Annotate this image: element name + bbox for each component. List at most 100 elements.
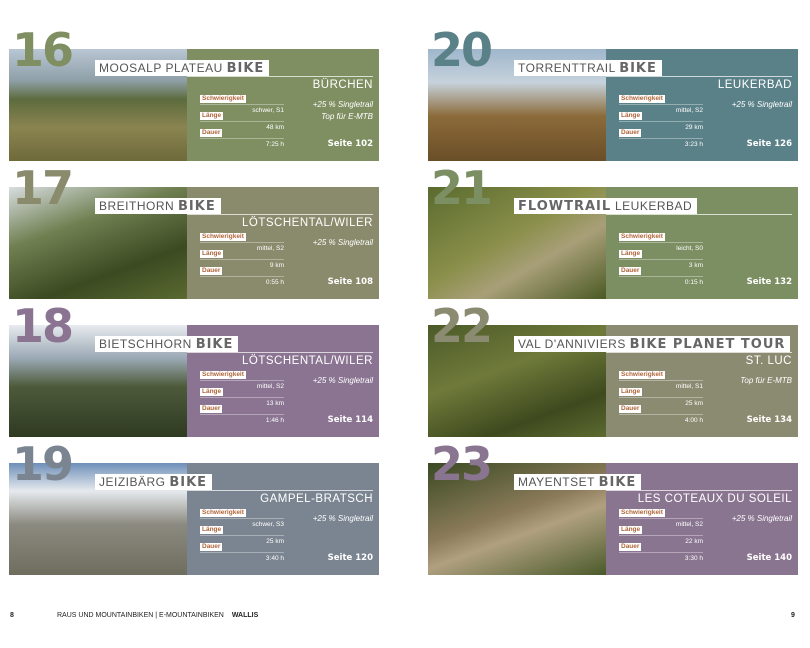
duration-value: 4:00 h: [619, 414, 703, 424]
title-bold: BIKE: [598, 475, 637, 490]
page-number-left: 8: [10, 612, 14, 619]
tour-note: +25 % Singletrail: [312, 238, 373, 247]
page-number-right: 9: [791, 612, 795, 619]
tour-card[interactable]: 17 BREITHORN BIKE LÖTSCHENTAL/WILER Schw…: [9, 165, 379, 299]
region-label: WALLIS: [231, 612, 259, 619]
tour-number: 16: [12, 23, 74, 77]
tour-title: VAL D'ANNIVIERS BIKE PLANET TOUR: [514, 336, 791, 352]
length-label: Länge: [200, 388, 224, 396]
duration-value: 7:25 h: [200, 138, 284, 148]
tour-number: 20: [431, 23, 493, 77]
difficulty-value: leicht, S0: [619, 242, 703, 252]
difficulty-label: Schwierigkeit: [200, 233, 246, 241]
duration-label: Dauer: [619, 543, 642, 551]
page-reference[interactable]: Seite 108: [327, 277, 373, 287]
info-panel: GAMPEL-BRATSCH Schwierigkeit schwer, S3 …: [187, 463, 379, 575]
length-label: Länge: [200, 526, 224, 534]
tour-title: TORRENTTRAIL BIKE: [514, 60, 662, 76]
duration-value: 3:23 h: [619, 138, 703, 148]
difficulty-label: Schwierigkeit: [619, 509, 665, 517]
page-reference[interactable]: Seite 140: [746, 553, 792, 563]
tour-title: MAYENTSET BIKE: [514, 474, 642, 490]
title-light: MOOSALP PLATEAU: [99, 61, 223, 75]
difficulty-label: Schwierigkeit: [619, 233, 665, 241]
divider: [606, 352, 792, 353]
tour-note: +25 % Singletrail: [312, 514, 373, 523]
divider: [187, 490, 373, 491]
page-reference[interactable]: Seite 132: [746, 277, 792, 287]
tour-number: 18: [12, 299, 74, 353]
length-value: 29 km: [619, 121, 703, 131]
duration-label: Dauer: [619, 267, 642, 275]
duration-value: 3:40 h: [200, 552, 284, 562]
tour-title: BIETSCHHORN BIKE: [95, 336, 239, 352]
running-head: RAUS UND MOUNTAINBIKEN | E-MOUNTAINBIKEN…: [57, 612, 258, 619]
tour-number: 17: [12, 161, 74, 215]
location: LÖTSCHENTAL/WILER: [242, 355, 373, 367]
tour-note: +25 % Singletrail: [731, 514, 792, 523]
title-bold: BIKE: [226, 61, 265, 76]
difficulty-label: Schwierigkeit: [619, 371, 665, 379]
difficulty-label: Schwierigkeit: [200, 95, 246, 103]
tour-card[interactable]: 22 VAL D'ANNIVIERS BIKE PLANET TOUR ST. …: [428, 303, 798, 437]
tour-card[interactable]: 18 BIETSCHHORN BIKE LÖTSCHENTAL/WILER Sc…: [9, 303, 379, 437]
tour-note: Top für E-MTB: [740, 376, 792, 385]
tour-card[interactable]: 16 MOOSALP PLATEAU BIKE BÜRCHEN Schwieri…: [9, 27, 379, 161]
tour-note: Top für E-MTB: [321, 112, 373, 121]
duration-value: 0:55 h: [200, 276, 284, 286]
title-light: TORRENTTRAIL: [518, 61, 616, 75]
length-label: Länge: [619, 388, 643, 396]
length-value: 25 km: [619, 397, 703, 407]
length-value: 22 km: [619, 535, 703, 545]
difficulty-label: Schwierigkeit: [200, 371, 246, 379]
info-panel: LEUKERBAD Schwierigkeit mittel, S2 Länge…: [606, 49, 798, 161]
page-reference[interactable]: Seite 102: [327, 139, 373, 149]
page-reference[interactable]: Seite 134: [746, 415, 792, 425]
length-label: Länge: [619, 112, 643, 120]
title-bold: BIKE: [178, 199, 216, 214]
location: LEUKERBAD: [717, 79, 792, 91]
page-reference[interactable]: Seite 120: [327, 553, 373, 563]
length-label: Länge: [619, 250, 643, 258]
duration-label: Dauer: [200, 129, 223, 137]
tour-card[interactable]: 19 JEIZIBÄRG BIKE GAMPEL-BRATSCH Schwier…: [9, 441, 379, 575]
title-bold: BIKE: [619, 61, 657, 76]
tour-card[interactable]: 20 TORRENTTRAIL BIKE LEUKERBAD Schwierig…: [428, 27, 798, 161]
divider: [606, 490, 792, 491]
difficulty-value: mittel, S1: [619, 380, 703, 390]
difficulty-value: mittel, S2: [200, 380, 284, 390]
tour-title: JEIZIBÄRG BIKE: [95, 474, 213, 490]
duration-label: Dauer: [619, 405, 642, 413]
difficulty-value: mittel, S2: [619, 518, 703, 528]
title-light: LEUKERBAD: [615, 199, 693, 213]
page-reference[interactable]: Seite 114: [327, 415, 373, 425]
tour-note: +25 % Singletrail: [312, 100, 373, 109]
duration-value: 1:46 h: [200, 414, 284, 424]
length-value: 13 km: [200, 397, 284, 407]
page-reference[interactable]: Seite 126: [746, 139, 792, 149]
tour-number: 21: [431, 161, 493, 215]
tour-card[interactable]: 21 FLOWTRAIL LEUKERBAD Schwierigkeit lei…: [428, 165, 798, 299]
location: BÜRCHEN: [312, 79, 373, 91]
difficulty-label: Schwierigkeit: [619, 95, 665, 103]
duration-label: Dauer: [200, 405, 223, 413]
difficulty-value: mittel, S2: [619, 104, 703, 114]
title-light: BREITHORN: [99, 199, 175, 213]
title-bold: FLOWTRAIL: [518, 199, 612, 214]
duration-value: 0:15 h: [619, 276, 703, 286]
length-value: 25 km: [200, 535, 284, 545]
tour-number: 23: [431, 437, 493, 491]
title-light: VAL D'ANNIVIERS: [518, 337, 626, 351]
divider: [187, 214, 373, 215]
title-bold: BIKE PLANET TOUR: [629, 337, 786, 352]
duration-label: Dauer: [619, 129, 642, 137]
duration-value: 3:30 h: [619, 552, 703, 562]
location: ST. LUC: [745, 355, 792, 367]
location: LES COTEAUX DU SOLEIL: [637, 493, 792, 505]
tour-title: BREITHORN BIKE: [95, 198, 221, 214]
running-head-text: RAUS UND MOUNTAINBIKEN | E-MOUNTAINBIKEN: [57, 612, 224, 619]
tour-card[interactable]: 23 MAYENTSET BIKE LES COTEAUX DU SOLEIL …: [428, 441, 798, 575]
length-value: 48 km: [200, 121, 284, 131]
divider: [187, 76, 373, 77]
title-light: MAYENTSET: [518, 475, 595, 489]
